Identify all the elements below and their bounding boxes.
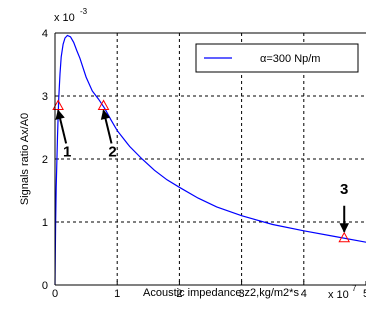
x-tick-label: 3 bbox=[239, 288, 245, 300]
triangle-marker bbox=[97, 99, 110, 110]
y-multiplier: x 10 -3 bbox=[54, 7, 88, 24]
annotation-label: 2 bbox=[108, 143, 116, 160]
x-tick-label: 1 bbox=[114, 288, 120, 300]
y-tick-label: 4 bbox=[42, 28, 48, 40]
annotation-arrow-head bbox=[55, 109, 65, 120]
y-multiplier-exponent: -3 bbox=[80, 7, 88, 16]
x-axis-label: Acoustic impedance z2,kg/m2*s bbox=[143, 287, 299, 299]
y-tick-label: 1 bbox=[42, 217, 48, 229]
series-lines bbox=[54, 34, 366, 286]
x-tick-label: 5 bbox=[363, 288, 366, 300]
tick-labels: 0 1 2 3 4 5 0 1 2 3 4 bbox=[42, 28, 366, 300]
x-multiplier: x 10 7 bbox=[328, 284, 357, 301]
y-tick-label: 2 bbox=[42, 154, 48, 166]
x-tick-label: 2 bbox=[176, 288, 182, 300]
annotations: 1 2 3 bbox=[55, 109, 350, 233]
x-tick-label: 4 bbox=[301, 288, 307, 300]
y-tick-label: 0 bbox=[42, 280, 48, 292]
x-multiplier-exponent: 7 bbox=[352, 284, 357, 293]
x-multiplier-base: x 10 bbox=[328, 289, 349, 301]
triangle-marker bbox=[338, 231, 351, 243]
annotation-arrow-head bbox=[339, 223, 350, 233]
legend: α=300 Np/m bbox=[195, 43, 359, 73]
annotation-label: 3 bbox=[340, 181, 348, 198]
legend-label: α=300 Np/m bbox=[260, 53, 320, 65]
y-tick-label: 3 bbox=[42, 91, 48, 103]
triangle-marker bbox=[52, 99, 64, 110]
series-line bbox=[54, 34, 366, 286]
grid-lines bbox=[55, 33, 366, 285]
y-multiplier-base: x 10 bbox=[54, 12, 75, 24]
annotation-label: 1 bbox=[63, 143, 71, 160]
x-tick-label: 0 bbox=[52, 288, 58, 300]
y-axis-label: Signals ratio Ax/A0 bbox=[19, 113, 31, 205]
annotation-arrow-head bbox=[100, 109, 111, 120]
data-markers bbox=[52, 99, 351, 243]
